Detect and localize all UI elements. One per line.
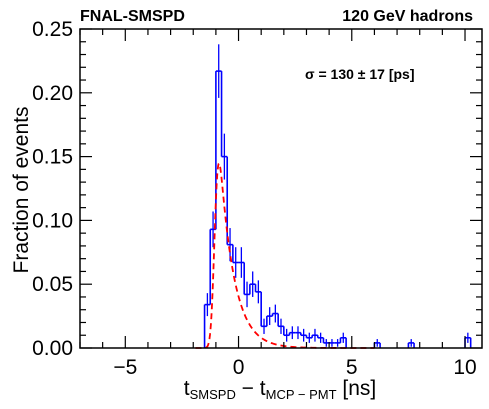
x-tick-label: 0 xyxy=(233,356,245,379)
sigma-annotation: σ = 130 ± 17 [ps] xyxy=(305,66,414,82)
y-tick-label: 0.05 xyxy=(32,273,73,296)
x-axis-label-sub1: SMSPD xyxy=(190,387,236,402)
x-tick-label: 10 xyxy=(453,356,476,379)
header-right-label: 120 GeV hadrons xyxy=(342,8,473,25)
x-tick-label: −5 xyxy=(113,356,137,379)
fit-curve xyxy=(195,161,375,349)
y-tick-label: 0.00 xyxy=(32,337,73,360)
y-tick-label: 0.20 xyxy=(32,82,73,105)
y-tick-label: 0.25 xyxy=(32,18,73,41)
x-tick-label: 5 xyxy=(346,356,358,379)
x-axis-label-sub2: MCP − PMT xyxy=(266,387,337,402)
y-tick-label: 0.15 xyxy=(32,146,73,169)
header-left-label: FNAL-SMSPD xyxy=(80,8,185,25)
sigma-symbol: σ xyxy=(305,66,315,82)
y-axis-label: Fraction of events xyxy=(10,107,33,274)
x-axis-label-t1: t xyxy=(184,377,190,400)
x-axis-label-unit: [ns] xyxy=(337,377,377,400)
y-tick-label: 0.10 xyxy=(32,209,73,232)
x-axis-label-minus: − t xyxy=(236,377,266,400)
plot-frame xyxy=(79,28,483,349)
sigma-annotation-text: = 130 ± 17 [ps] xyxy=(315,66,415,82)
x-axis-label: tSMSPD − tMCP − PMT [ns] xyxy=(184,377,376,402)
